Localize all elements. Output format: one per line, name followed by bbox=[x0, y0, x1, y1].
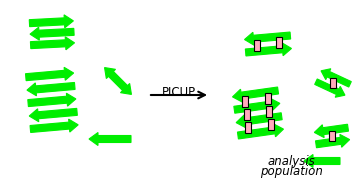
FancyArrow shape bbox=[321, 69, 351, 87]
FancyArrow shape bbox=[236, 113, 282, 128]
FancyArrow shape bbox=[245, 43, 292, 56]
FancyArrow shape bbox=[30, 37, 74, 50]
Bar bbox=[245, 122, 251, 133]
FancyArrow shape bbox=[29, 108, 77, 122]
FancyArrow shape bbox=[29, 15, 73, 28]
Bar bbox=[265, 93, 271, 104]
Bar bbox=[253, 40, 260, 50]
FancyArrow shape bbox=[237, 124, 283, 139]
Bar bbox=[330, 78, 336, 88]
Bar bbox=[268, 119, 274, 130]
FancyArrow shape bbox=[28, 93, 76, 107]
FancyArrow shape bbox=[30, 27, 74, 40]
FancyArrow shape bbox=[315, 134, 350, 148]
FancyArrow shape bbox=[30, 119, 78, 133]
Bar bbox=[266, 106, 272, 117]
Bar bbox=[329, 131, 335, 141]
FancyArrow shape bbox=[304, 155, 340, 168]
FancyArrow shape bbox=[27, 83, 75, 96]
Text: population: population bbox=[260, 165, 323, 178]
FancyArrow shape bbox=[232, 87, 278, 102]
FancyArrow shape bbox=[105, 68, 120, 83]
FancyArrow shape bbox=[116, 79, 131, 94]
Bar bbox=[242, 96, 248, 107]
FancyArrow shape bbox=[26, 67, 74, 81]
FancyArrow shape bbox=[234, 98, 280, 113]
Text: PICUP: PICUP bbox=[162, 86, 196, 99]
Text: analysis: analysis bbox=[267, 155, 315, 168]
FancyArrow shape bbox=[245, 32, 290, 45]
FancyArrow shape bbox=[314, 124, 349, 138]
FancyArrow shape bbox=[315, 79, 345, 97]
Bar bbox=[277, 37, 282, 49]
FancyArrow shape bbox=[89, 133, 131, 146]
Bar bbox=[244, 109, 250, 120]
